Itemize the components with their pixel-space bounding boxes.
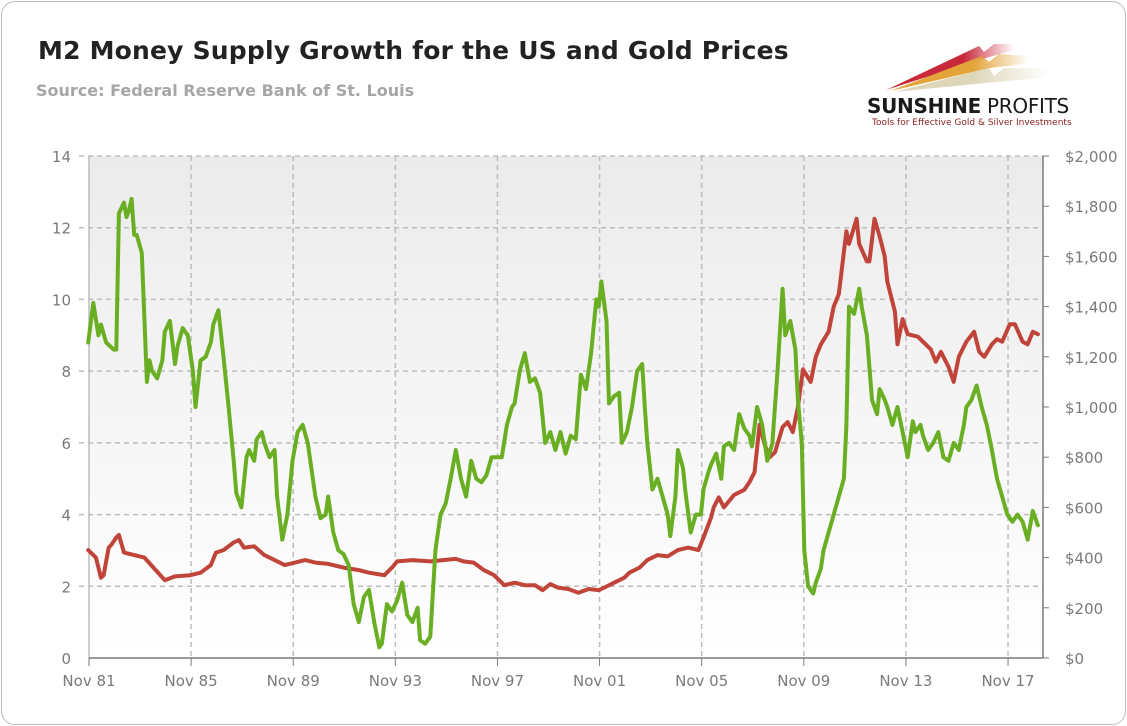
y-right-tick-label: $800	[1065, 449, 1103, 467]
x-tick-label: Nov 17	[981, 672, 1034, 690]
y-left-tick-label: 4	[61, 507, 71, 525]
x-tick-label: Nov 09	[777, 672, 830, 690]
logo-tagline: Tools for Effective Gold & Silver Invest…	[872, 118, 1072, 128]
y-right-tick-label: $1,600	[1065, 248, 1118, 266]
y-right-tick-label: $1,800	[1065, 198, 1118, 216]
y-right-tick-label: $0	[1065, 650, 1084, 668]
x-tick-label: Nov 13	[879, 672, 932, 690]
x-tick-label: Nov 01	[573, 672, 626, 690]
y-right-tick-label: $1,200	[1065, 349, 1118, 367]
logo-rays-icon	[886, 44, 1049, 92]
x-tick-label: Nov 89	[267, 672, 320, 690]
logo-name-bold: SUNSHINE	[867, 94, 981, 118]
y-right-tick-label: $200	[1065, 600, 1103, 618]
y-left-tick-label: 2	[61, 578, 71, 596]
y-left-tick-label: 10	[52, 291, 71, 309]
series-line-m2-growth	[86, 197, 1040, 650]
logo-name: SUNSHINE PROFITS	[867, 94, 1069, 118]
x-tick-label: Nov 97	[471, 672, 524, 690]
y-right-tick-label: $1,400	[1065, 299, 1118, 317]
y-left-tick-label: 12	[52, 220, 71, 238]
y-left-tick-label: 14	[52, 148, 71, 166]
y-right-tick-label: $2,000	[1065, 148, 1118, 166]
y-left-tick-label: 6	[61, 435, 71, 453]
y-left-tick-label: 8	[61, 363, 71, 381]
x-tick-label: Nov 81	[62, 672, 115, 690]
y-right-tick-label: $400	[1065, 550, 1103, 568]
series-line-gold-price	[86, 216, 1040, 595]
plot-area	[89, 156, 1043, 658]
y-right-tick-label: $600	[1065, 499, 1103, 517]
x-tick-label: Nov 05	[675, 672, 728, 690]
x-tick-label: Nov 93	[369, 672, 422, 690]
logo-name-light: PROFITS	[980, 94, 1069, 118]
x-tick-label: Nov 85	[165, 672, 218, 690]
chart-subtitle: Source: Federal Reserve Bank of St. Loui…	[36, 81, 415, 100]
y-right-tick-label: $1,000	[1065, 399, 1118, 417]
y-left-tick-label: 0	[61, 650, 71, 668]
chart-title: M2 Money Supply Growth for the US and Go…	[38, 36, 789, 65]
sunshine-profits-logo: SUNSHINE PROFITS Tools for Effective Gol…	[864, 36, 1114, 131]
